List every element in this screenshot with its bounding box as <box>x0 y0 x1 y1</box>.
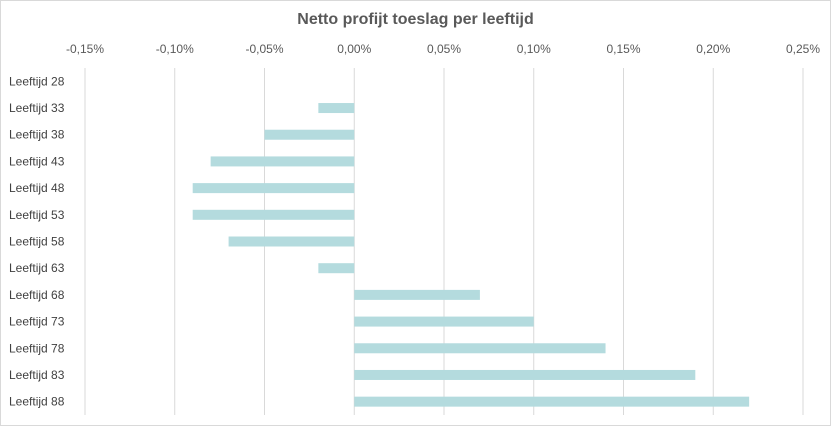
x-tick-label: 0,15% <box>606 42 640 56</box>
x-tick-label: -0,10% <box>156 42 194 56</box>
bar <box>264 129 355 140</box>
x-tick-label: 0,25% <box>786 42 820 56</box>
x-tick-label: 0,20% <box>696 42 730 56</box>
bar <box>354 369 696 380</box>
category-label: Leeftijd 28 <box>9 74 65 88</box>
category-label: Leeftijd 53 <box>9 208 65 222</box>
category-label: Leeftijd 38 <box>9 128 65 142</box>
category-label: Leeftijd 73 <box>9 315 65 329</box>
x-tick-label: 0,10% <box>517 42 551 56</box>
x-tick-label: 0,00% <box>337 42 371 56</box>
category-label: Leeftijd 58 <box>9 235 65 249</box>
category-label: Leeftijd 68 <box>9 288 65 302</box>
chart-title: Netto profijt toeslag per leeftijd <box>297 11 534 28</box>
bar <box>354 289 480 300</box>
x-tick-label: 0,05% <box>427 42 461 56</box>
category-label: Leeftijd 63 <box>9 261 65 275</box>
bar <box>354 396 750 407</box>
bar <box>192 209 355 220</box>
x-tick-label: -0,15% <box>66 42 104 56</box>
category-label: Leeftijd 33 <box>9 101 65 115</box>
bar <box>192 183 355 194</box>
bar <box>228 236 355 247</box>
category-label: Leeftijd 48 <box>9 181 65 195</box>
bar <box>354 343 606 354</box>
category-label: Leeftijd 43 <box>9 154 65 168</box>
x-tick-label: -0,05% <box>245 42 283 56</box>
category-label: Leeftijd 83 <box>9 368 65 382</box>
bar <box>318 103 355 114</box>
bar <box>354 316 534 327</box>
category-label: Leeftijd 78 <box>9 341 65 355</box>
category-label: Leeftijd 88 <box>9 395 65 409</box>
bar <box>318 263 355 274</box>
bar <box>210 156 355 167</box>
